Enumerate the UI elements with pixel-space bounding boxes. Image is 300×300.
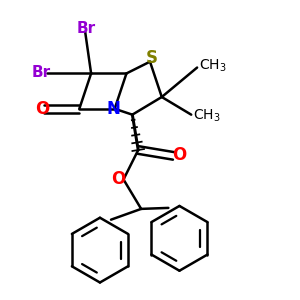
Text: CH$_3$: CH$_3$ xyxy=(199,58,226,74)
Text: O: O xyxy=(35,100,50,118)
Text: S: S xyxy=(146,49,158,67)
Text: Br: Br xyxy=(76,21,95,36)
Text: Br: Br xyxy=(32,65,51,80)
Text: N: N xyxy=(107,100,121,118)
Text: CH$_3$: CH$_3$ xyxy=(193,108,220,124)
Text: O: O xyxy=(172,146,186,164)
Text: O: O xyxy=(111,170,125,188)
